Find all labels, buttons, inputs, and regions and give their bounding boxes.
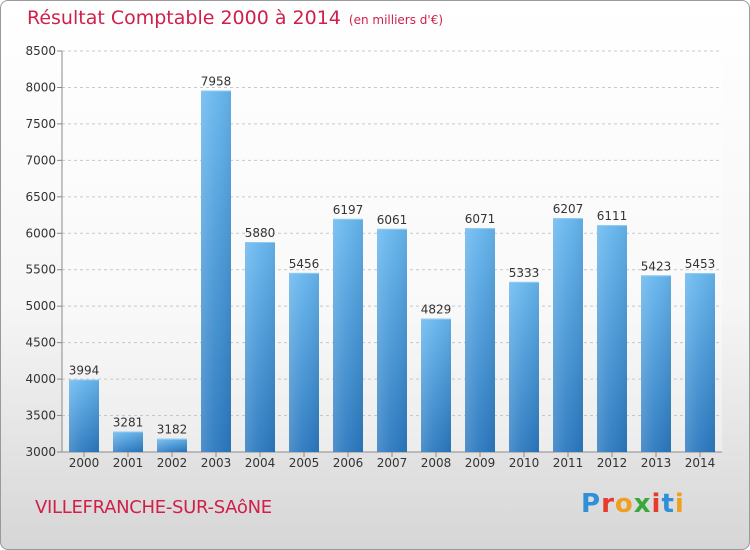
- bar-highlight: [333, 218, 363, 452]
- bar-highlight: [597, 225, 627, 452]
- x-tick-label: 2014: [685, 456, 716, 470]
- logo-letter: P: [581, 489, 602, 519]
- bar-highlight: [157, 438, 187, 452]
- logo-letter: t: [661, 489, 675, 519]
- bar-highlight: [509, 281, 539, 452]
- y-tick-label: 4000: [25, 372, 56, 386]
- bar-highlight: [685, 273, 715, 452]
- chart-title-block: Résultat Comptable 2000 à 2014 (en millie…: [27, 7, 443, 29]
- bar-highlight: [641, 275, 671, 452]
- chart-title: Résultat Comptable 2000 à 2014: [27, 7, 341, 29]
- bar-highlight: [289, 272, 319, 452]
- y-tick-label: 6000: [25, 226, 56, 240]
- bar-highlight: [113, 431, 143, 452]
- bar-highlight: [245, 242, 275, 452]
- x-tick-label: 2013: [641, 456, 672, 470]
- data-label: 4829: [421, 303, 452, 317]
- x-tick-label: 2005: [289, 456, 320, 470]
- unit-note: (en milliers d'€): [348, 13, 444, 27]
- data-label: 6061: [377, 213, 408, 227]
- y-tick-label: 8000: [25, 80, 56, 94]
- x-tick-label: 2009: [465, 456, 496, 470]
- bar-highlight: [421, 318, 451, 452]
- x-tick-label: 2007: [377, 456, 408, 470]
- data-label: 6207: [553, 202, 584, 216]
- proxiti-logo: Proxiti: [581, 489, 685, 519]
- y-tick-label: 5000: [25, 299, 56, 313]
- data-label: 7958: [201, 75, 232, 89]
- x-tick-label: 2004: [245, 456, 276, 470]
- logo-letter: i: [651, 489, 662, 519]
- data-label: 6071: [465, 212, 496, 226]
- x-tick-label: 2012: [597, 456, 628, 470]
- data-label: 5880: [245, 226, 276, 240]
- data-label: 6111: [597, 209, 628, 223]
- data-label: 5453: [685, 257, 716, 271]
- x-tick-label: 2000: [69, 456, 100, 470]
- bar-highlight: [201, 90, 231, 452]
- y-tick-label: 4500: [25, 336, 56, 350]
- logo-letter: o: [614, 489, 634, 519]
- data-label: 5423: [641, 259, 672, 273]
- x-tick-label: 2011: [553, 456, 584, 470]
- x-tick-label: 2010: [509, 456, 540, 470]
- x-tick-label: 2002: [157, 456, 188, 470]
- data-label: 3281: [113, 416, 144, 430]
- bar-highlight: [69, 379, 99, 452]
- logo-letter: i: [674, 489, 685, 519]
- x-tick-label: 2001: [113, 456, 144, 470]
- y-tick-label: 7500: [25, 117, 56, 131]
- y-tick-label: 5500: [25, 263, 56, 277]
- data-label: 5333: [509, 266, 540, 280]
- y-tick-label: 3500: [25, 409, 56, 423]
- data-label: 5456: [289, 257, 320, 271]
- data-label: 3994: [69, 364, 100, 378]
- commune-name: VILLEFRANCHE-SUR-SAôNE: [35, 497, 272, 518]
- y-tick-label: 7000: [25, 153, 56, 167]
- bar-highlight: [553, 218, 583, 452]
- bar-highlight: [465, 228, 495, 452]
- data-label: 6197: [333, 203, 364, 217]
- logo-letter: r: [601, 489, 615, 519]
- x-tick-label: 2003: [201, 456, 232, 470]
- bar-highlight: [377, 228, 407, 452]
- x-tick-label: 2008: [421, 456, 452, 470]
- y-tick-label: 6500: [25, 190, 56, 204]
- logo-letter: x: [633, 489, 652, 519]
- y-tick-label: 3000: [25, 445, 56, 459]
- x-tick-label: 2006: [333, 456, 364, 470]
- y-tick-label: 8500: [25, 44, 56, 58]
- data-label: 3182: [157, 423, 188, 437]
